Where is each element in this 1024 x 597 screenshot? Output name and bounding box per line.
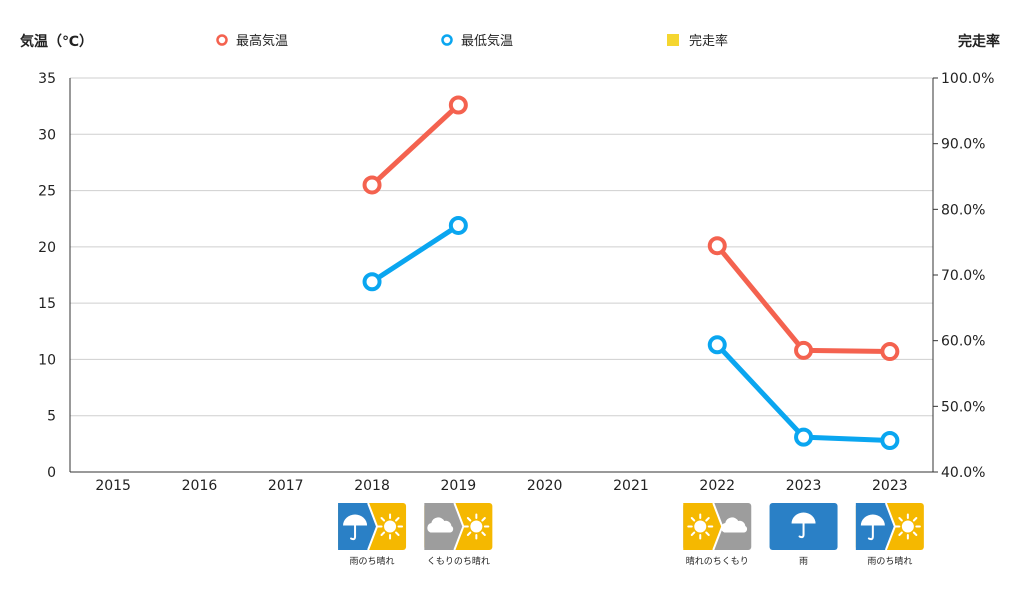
y-ticks-right: 40.0% 50.0% 60.0% 70.0% 80.0% 90.0% 100.0% [933,71,994,481]
sun-icon [470,520,483,533]
legend-marker-max [216,34,228,46]
y-tick-left-label: 35 [38,71,56,87]
data-point-max-temp [707,236,727,256]
y-tick-left-label: 5 [47,409,56,425]
y-tick-right-label: 70.0% [941,268,985,284]
umbrella-icon [343,514,368,526]
weather-label: 雨 [799,556,808,567]
data-point-max-temp [448,95,468,115]
sun-ray [898,517,903,522]
data-point-min-temp [794,427,814,447]
umbrella-icon [860,514,885,526]
weather-label: 雨のち晴れ [867,555,912,567]
y-tick-right-label: 50.0% [941,399,985,415]
sun-ray [466,517,472,522]
sun-ray [912,531,918,536]
series [362,95,900,450]
y-tick-right-label: 100.0% [941,71,994,87]
weather-label: 雨のち晴れ [350,555,395,567]
cloud-icon [427,517,454,533]
sun-ray [705,517,710,522]
data-point-min-temp [448,215,468,235]
weather-label: くもりのち晴れ [427,555,490,567]
sun-ray [481,517,486,522]
series-line-max-temp [369,102,461,188]
legend: 最高気温 最低気温 完走率 [216,33,728,49]
weather-icons: 雨のち晴れ くもりのち晴れ 晴れのちくもり 雨 雨のち晴れ [338,502,924,567]
x-tick-label: 2022 [699,478,735,494]
y-tick-left-label: 15 [38,296,56,312]
sun-ray [481,531,486,536]
weather-badge: 雨 [769,503,838,567]
weather-badge: 晴れのちくもり [683,502,752,567]
y-tick-right-label: 90.0% [941,137,985,153]
sun-ray [395,531,400,536]
sun-ray [395,517,400,522]
y-ticks-left: 0 5 10 15 20 25 30 35 [38,71,56,481]
umbrella-handle [867,524,874,541]
legend-label-completion: 完走率 [689,33,728,49]
series-line-min-temp [369,222,461,285]
grid [70,77,933,417]
sun-ray [690,531,696,536]
weather-label: 晴れのちくもり [686,555,749,567]
x-tick-label: 2023 [872,478,908,494]
y-axis-left-label: 気温（℃） [20,33,93,50]
legend-marker-completion [667,34,679,46]
y-tick-left-label: 10 [38,352,56,368]
y-tick-left-label: 30 [38,127,56,143]
weather-badge: 雨のち晴れ [855,502,924,567]
sun-icon [901,520,914,533]
sun-ray [380,531,386,536]
data-point-max-temp [880,342,900,362]
sun-ray [466,531,472,536]
sun-ray [912,517,918,522]
series-line-max-temp [714,243,807,353]
data-point-min-temp [362,272,382,292]
series-line-min-temp [801,434,893,443]
x-tick-label: 2021 [613,478,649,494]
weather-badge: 雨のち晴れ [338,502,407,567]
cloud-icon [721,517,748,533]
series-line-min-temp [714,342,807,440]
x-ticks: 2015 2016 2017 2018 2019 2020 2021 2022 2023 2023 [95,478,907,494]
y-tick-left-label: 20 [38,240,56,256]
sun-icon [384,520,397,533]
x-tick-label: 2017 [268,478,304,494]
x-tick-label: 2015 [95,478,131,494]
legend-label-max: 最高気温 [236,33,288,49]
y-axis-right-label: 完走率 [958,33,1000,50]
y-tick-right-label: 60.0% [941,334,985,350]
weather-badge: くもりのち晴れ [424,502,493,567]
sun-ray [705,531,710,536]
x-tick-label: 2016 [182,478,218,494]
sun-ray [380,517,386,522]
legend-label-min: 最低気温 [461,33,513,49]
axes [69,78,934,473]
umbrella-handle [798,522,805,539]
sun-ray [898,531,903,536]
x-tick-label: 2018 [354,478,390,494]
series-line-max-temp [801,347,893,355]
y-tick-left-label: 0 [47,465,56,481]
x-tick-label: 2020 [527,478,563,494]
x-tick-label: 2019 [441,478,477,494]
y-tick-left-label: 25 [38,184,56,200]
data-point-max-temp [794,340,814,360]
legend-marker-min [441,34,453,46]
umbrella-icon [791,512,816,524]
y-tick-right-label: 80.0% [941,202,985,218]
weather-badge-bg-left [855,503,895,550]
data-point-min-temp [880,430,900,450]
sun-ray [690,517,696,522]
weather-badge-bg-left [338,503,378,550]
sun-icon [694,520,707,533]
data-point-max-temp [362,175,382,195]
umbrella-handle [350,524,357,541]
data-point-min-temp [707,335,727,355]
x-tick-label: 2023 [786,478,822,494]
y-tick-right-label: 40.0% [941,465,985,481]
